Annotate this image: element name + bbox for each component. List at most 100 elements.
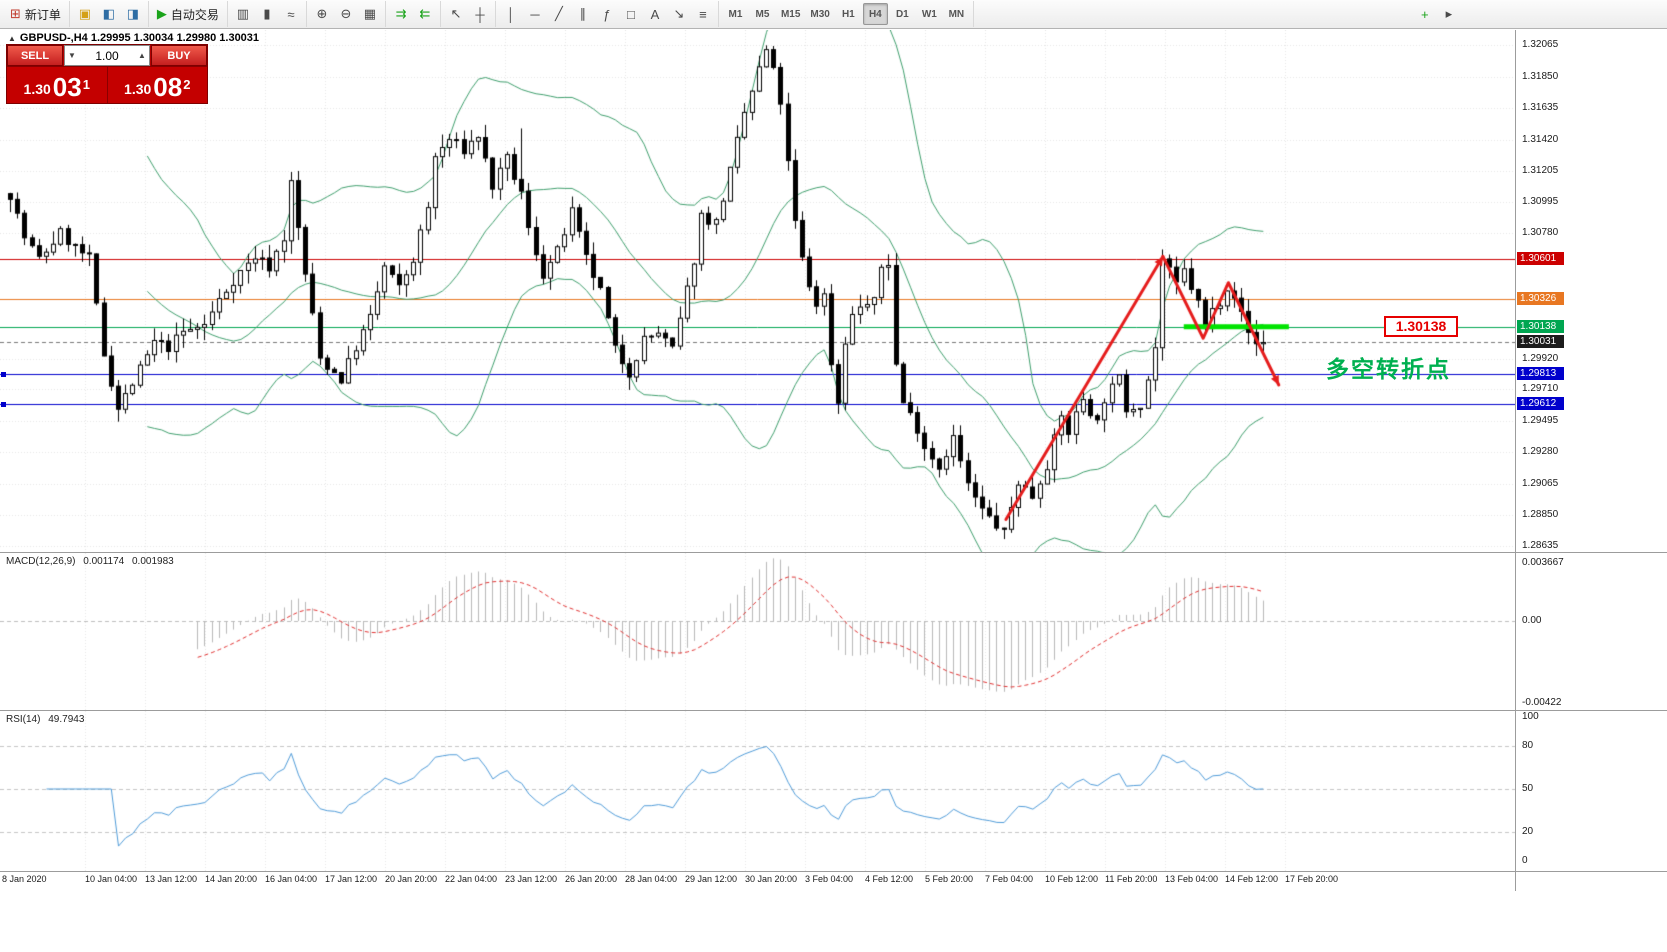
auto-scroll-button[interactable]: ⇉	[390, 3, 412, 25]
price-scale-tick[interactable]: 1.29920	[1522, 352, 1559, 364]
trendline-button[interactable]: ╱	[548, 3, 570, 25]
zoom-out-button[interactable]: ⊖	[335, 3, 357, 25]
indicators-list-button[interactable]: ≡	[692, 3, 714, 25]
volume-decrease-icon[interactable]: ▼	[68, 51, 76, 60]
time-axis-label[interactable]: 23 Jan 12:00	[505, 874, 558, 884]
price-scale-tick[interactable]: 1.30780	[1522, 227, 1559, 239]
timeframe-h1-button[interactable]: H1	[836, 3, 861, 25]
rsi-scale-tick: 100	[1522, 711, 1539, 722]
market-watch-button[interactable]: ◧	[98, 3, 120, 25]
line-handle-blue-line-upper[interactable]	[1, 372, 6, 378]
timeframe-w1-button[interactable]: W1	[917, 3, 942, 25]
time-axis-label[interactable]: 5 Feb 20:00	[925, 874, 974, 884]
time-axis-label[interactable]: 8 Jan 2020	[2, 874, 47, 884]
line-handle-blue-line-lower[interactable]	[1, 401, 6, 407]
time-axis-label[interactable]: 17 Jan 12:00	[325, 874, 378, 884]
rsi-scale-tick: 0	[1522, 855, 1528, 866]
tile-windows-button[interactable]: ▦	[359, 3, 381, 25]
crosshair-button[interactable]: ┼	[469, 3, 491, 25]
line-chart-button[interactable]: ≈	[280, 3, 302, 25]
timeframe-mn-button-label: MN	[948, 8, 965, 20]
time-axis-label[interactable]: 10 Jan 04:00	[85, 874, 138, 884]
time-axis-label[interactable]: 28 Jan 04:00	[625, 874, 678, 884]
rsi-name: RSI(14)	[6, 714, 41, 725]
price-callout[interactable]: 1.30138	[1384, 315, 1458, 337]
timeframe-m5-button[interactable]: M5	[750, 3, 775, 25]
zoom-in-button[interactable]: ⊕	[311, 3, 333, 25]
time-axis-label[interactable]: 29 Jan 12:00	[685, 874, 738, 884]
time-axis-label[interactable]: 16 Jan 04:00	[265, 874, 318, 884]
time-axis-label[interactable]: 10 Feb 12:00	[1045, 874, 1099, 884]
vertical-line-button[interactable]: │	[500, 3, 522, 25]
price-scale-tick[interactable]: 1.29280	[1522, 446, 1559, 458]
cursor-button[interactable]: ↖	[445, 3, 467, 25]
time-axis-label[interactable]: 13 Feb 04:00	[1165, 874, 1219, 884]
price-scale-tick[interactable]: 1.29495	[1522, 414, 1559, 426]
macd-panel-canvas[interactable]	[0, 553, 1515, 711]
bar-chart-icon: ▥	[236, 6, 250, 21]
horizontal-line-button[interactable]: ─	[524, 3, 546, 25]
autotrading-button[interactable]: ▶ 自动交易	[153, 3, 223, 25]
time-axis-label[interactable]: 3 Feb 04:00	[805, 874, 854, 884]
price-scale-tick[interactable]: 1.28850	[1522, 509, 1559, 521]
channel-button[interactable]: ∥	[572, 3, 594, 25]
volume-value[interactable]: 1.00	[95, 48, 119, 63]
time-axis-label[interactable]: 14 Jan 20:00	[205, 874, 258, 884]
price-scale-tick[interactable]: 1.32065	[1522, 39, 1559, 51]
time-axis-label[interactable]: 20 Jan 20:00	[385, 874, 438, 884]
volume-field[interactable]: ▼ 1.00 ▲	[64, 45, 150, 66]
fibonacci-button[interactable]: ƒ	[596, 3, 618, 25]
macd-name: MACD(12,26,9)	[6, 556, 76, 567]
toolbar-more-button[interactable]: ▸	[1438, 3, 1460, 25]
sell-button[interactable]: SELL	[7, 45, 63, 66]
time-axis-label[interactable]: 14 Feb 12:00	[1225, 874, 1279, 884]
price-scale-tick[interactable]: 1.29065	[1522, 477, 1559, 489]
chart-shift-button[interactable]: ⇇	[414, 3, 436, 25]
time-axis-label[interactable]: 30 Jan 20:00	[745, 874, 798, 884]
rsi-panel-canvas[interactable]	[0, 711, 1515, 871]
time-axis-label[interactable]: 7 Feb 04:00	[985, 874, 1034, 884]
new-order-button[interactable]: ⊞ 新订单	[6, 3, 65, 25]
time-axis-label[interactable]: 22 Jan 04:00	[445, 874, 498, 884]
rsi-indicator-label: RSI(14) 49.7943	[6, 714, 84, 725]
volume-increase-icon[interactable]: ▲	[138, 51, 146, 60]
metaeditor-button[interactable]: ▣	[74, 3, 96, 25]
price-scale-tick[interactable]: 1.31420	[1522, 133, 1559, 145]
price-scale-tick[interactable]: 1.31635	[1522, 102, 1559, 114]
time-axis-label[interactable]: 13 Jan 12:00	[145, 874, 198, 884]
price-scale-tick[interactable]: 1.29710	[1522, 383, 1559, 395]
chart-symbol-header: ▲ GBPUSD-,H4 1.29995 1.30034 1.29980 1.30…	[8, 32, 259, 44]
price-scale-tick[interactable]: 1.31850	[1522, 70, 1559, 82]
price-scale-tick[interactable]: 1.30995	[1522, 195, 1559, 207]
collapse-quote-panel-icon[interactable]: ▲	[8, 34, 16, 43]
time-axis-label[interactable]: 11 Feb 20:00	[1105, 874, 1158, 884]
macd-panel-separator[interactable]	[0, 552, 1667, 553]
time-axis-label[interactable]: 26 Jan 20:00	[565, 874, 618, 884]
time-axis-label[interactable]: 4 Feb 12:00	[865, 874, 914, 884]
timeframe-m15-button[interactable]: M15	[777, 3, 804, 25]
buy-price[interactable]: 1.30 08 2	[106, 67, 207, 103]
price-level-tag-bid-line: 1.30031	[1517, 335, 1564, 349]
rsi-panel-separator[interactable]	[0, 710, 1667, 711]
sell-price[interactable]: 1.30 03 1	[7, 67, 107, 103]
data-window-button[interactable]: ◨	[122, 3, 144, 25]
add-toolbar-button[interactable]: +	[1414, 3, 1436, 25]
buy-button[interactable]: BUY	[151, 45, 207, 66]
shapes-button[interactable]: □	[620, 3, 642, 25]
price-scale-tick[interactable]: 1.31205	[1522, 164, 1559, 176]
price-scale-tick[interactable]: 1.28635	[1522, 540, 1559, 552]
bar-chart-button[interactable]: ▥	[232, 3, 254, 25]
main-chart-canvas[interactable]	[0, 30, 1515, 553]
time-axis-label[interactable]: 17 Feb 20:00	[1285, 874, 1339, 884]
sell-price-pips: 03	[52, 72, 82, 102]
arrows-button[interactable]: ↘	[668, 3, 690, 25]
timeframe-mn-button[interactable]: MN	[944, 3, 969, 25]
timeframe-d1-button[interactable]: D1	[890, 3, 915, 25]
text-button[interactable]: A	[644, 3, 666, 25]
group-objects: │ ─ ╱ ∥ ƒ □ A ↘ ≡	[496, 1, 719, 27]
price-level-tag-blue-line-upper: 1.29813	[1517, 367, 1564, 381]
timeframe-h4-button[interactable]: H4	[862, 3, 888, 25]
candlestick-chart-button[interactable]: ▮	[256, 3, 278, 25]
timeframe-m30-button[interactable]: M30	[806, 3, 833, 25]
timeframe-m1-button[interactable]: M1	[723, 3, 748, 25]
